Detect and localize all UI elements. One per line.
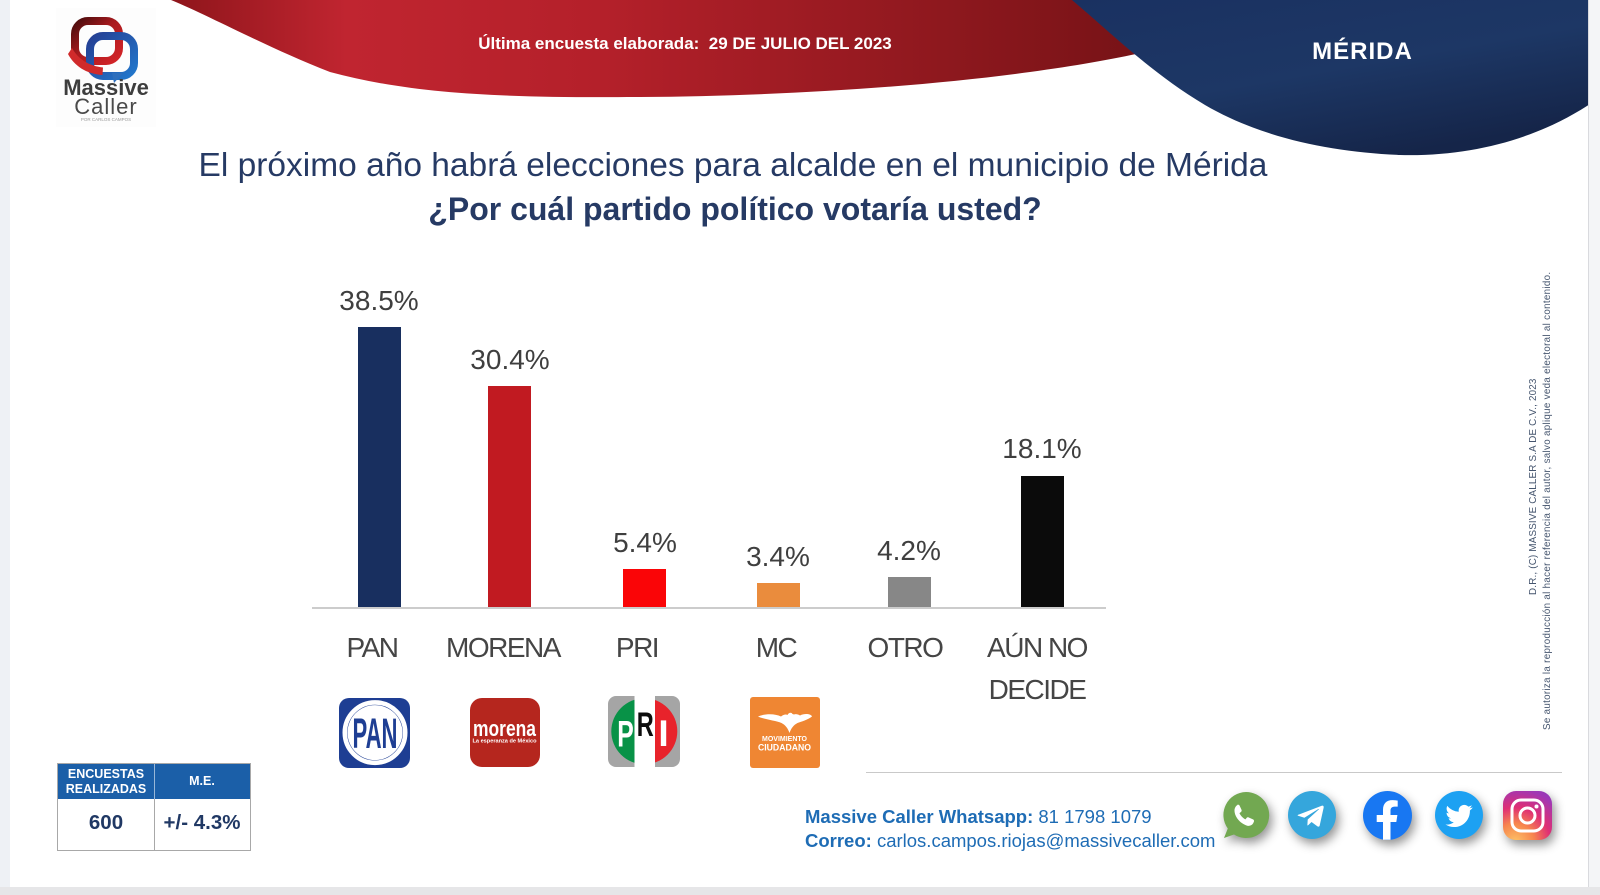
svg-text:La esperanza de México: La esperanza de México: [473, 739, 538, 745]
svg-text:morena: morena: [473, 716, 537, 741]
svg-text:POR CARLOS CAMPOS: POR CARLOS CAMPOS: [81, 117, 131, 122]
svg-text:Caller: Caller: [74, 94, 137, 119]
svg-text:MOVIMIENTO: MOVIMIENTO: [762, 734, 807, 743]
svg-text:Massive: Massive: [63, 75, 149, 100]
svg-text:CIUDADANO: CIUDADANO: [758, 743, 811, 754]
svg-text:I: I: [658, 713, 668, 754]
svg-text:PAN: PAN: [353, 710, 398, 758]
svg-text:P: P: [617, 714, 634, 755]
svg-text:R: R: [637, 706, 654, 744]
